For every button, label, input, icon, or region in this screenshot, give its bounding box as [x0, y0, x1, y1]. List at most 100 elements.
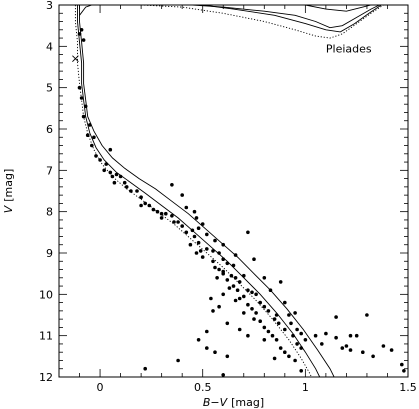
isochrone-solid-line [202, 5, 382, 33]
star-point [217, 304, 221, 309]
star-point [98, 158, 102, 162]
star-point [159, 216, 164, 220]
star-point [272, 317, 277, 321]
star-point [250, 307, 254, 311]
star-point [250, 290, 254, 295]
y-tick-label: 12 [39, 371, 53, 384]
isochrone-dotted-line [74, 5, 312, 377]
star-point [176, 220, 180, 224]
star-point [205, 247, 209, 251]
star-point [147, 203, 152, 208]
star-point [211, 259, 215, 264]
star-point [303, 338, 308, 342]
star-point [233, 298, 238, 303]
cross-marker [72, 55, 79, 63]
star-point [92, 135, 96, 140]
star-point [295, 327, 299, 332]
star-point [159, 211, 164, 216]
star-point [198, 249, 203, 253]
star-point [274, 338, 279, 342]
star-point [209, 296, 213, 301]
isochrone-curves [74, 5, 384, 377]
star-point [213, 265, 217, 270]
star-point [180, 193, 184, 197]
star-point [313, 333, 318, 338]
star-point [77, 85, 82, 90]
star-point [237, 296, 242, 301]
y-tick-label: 4 [46, 40, 53, 53]
star-point [88, 123, 92, 127]
star-point [371, 354, 375, 359]
star-point [225, 278, 230, 282]
star-point [196, 226, 201, 230]
star-point [283, 350, 287, 355]
y-tick-labels: 3 4 5 6 7 8 9 10 11 12 [39, 0, 53, 384]
star-point [85, 133, 90, 137]
star-point [79, 28, 84, 32]
isochrone-solid-line [305, 5, 372, 12]
isochrone-solid-line [77, 5, 321, 377]
star-point [155, 209, 160, 214]
star-point [402, 369, 406, 373]
star-point [231, 284, 236, 288]
star-point [274, 313, 279, 317]
star-point [112, 180, 117, 185]
star-point [237, 327, 242, 332]
x-tick-labels: 0 0.5 1 1.5 [97, 381, 417, 394]
star-point [242, 311, 246, 315]
star-point [194, 216, 199, 220]
star-point [400, 362, 404, 367]
star-point [293, 358, 297, 363]
star-point [246, 302, 250, 307]
plot-frame [58, 4, 409, 378]
star-point [192, 234, 197, 239]
x-tick-label: 1 [302, 381, 309, 394]
star-point [94, 154, 98, 158]
markers [72, 55, 79, 63]
star-point [320, 342, 324, 346]
star-point [291, 333, 295, 338]
star-point [129, 189, 133, 193]
star-point [381, 344, 386, 348]
star-point [200, 255, 205, 259]
star-point [122, 180, 127, 185]
star-point [233, 253, 238, 257]
x-axis-unit: [mag] [231, 396, 264, 409]
star-point [213, 350, 217, 355]
star-point [262, 338, 267, 342]
star-point [231, 263, 236, 268]
star-point [135, 189, 139, 193]
star-point [254, 292, 258, 297]
star-point [194, 251, 199, 255]
star-point [365, 313, 369, 317]
star-point [262, 304, 267, 309]
y-tick-label: 11 [39, 330, 53, 343]
star-point [287, 313, 291, 317]
star-point [221, 257, 225, 262]
star-point [81, 38, 86, 42]
star-point [258, 319, 263, 324]
star-point [344, 344, 349, 348]
x-axis-title: B−V [mag] [203, 396, 264, 409]
star-point [283, 327, 287, 332]
star-point [348, 348, 353, 352]
x-tick-label: 0.5 [194, 381, 212, 394]
star-point [389, 348, 394, 352]
star-point [188, 242, 193, 247]
star-point [81, 114, 86, 119]
star-point [217, 251, 221, 255]
star-point [192, 209, 197, 214]
annotation-label: Pleiades [326, 43, 372, 56]
star-point [102, 168, 106, 173]
isochrone-solid-line [192, 5, 380, 29]
star-point [83, 104, 88, 109]
star-point [213, 238, 217, 243]
star-point [235, 288, 240, 293]
star-point [287, 354, 291, 359]
star-point [221, 242, 225, 247]
star-point [254, 311, 258, 315]
x-tick-label: 1.5 [399, 381, 417, 394]
star-point [108, 147, 113, 152]
star-point [252, 257, 256, 262]
